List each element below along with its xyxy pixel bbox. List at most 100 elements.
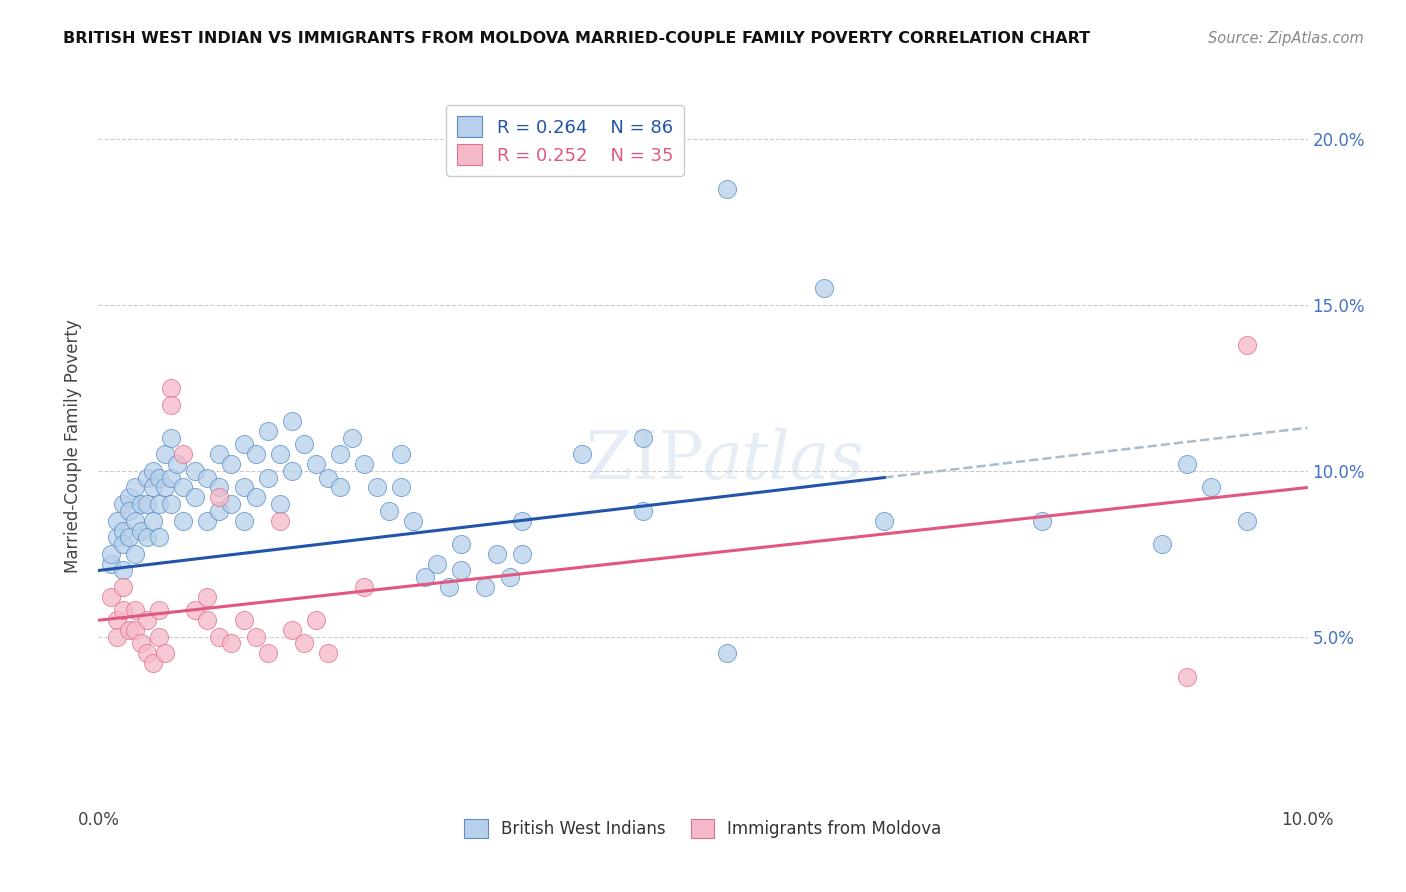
Point — [353, 457, 375, 471]
Point — [474, 580, 496, 594]
Point — [389, 481, 412, 495]
Point — [316, 470, 339, 484]
Point — [221, 497, 243, 511]
Point — [142, 481, 165, 495]
Point — [160, 470, 183, 484]
Point — [269, 514, 291, 528]
Point — [305, 613, 328, 627]
Point — [221, 457, 243, 471]
Point — [124, 603, 146, 617]
Point — [1236, 514, 1258, 528]
Point — [510, 547, 533, 561]
Point — [1175, 457, 1198, 471]
Point — [342, 431, 364, 445]
Point — [111, 580, 134, 594]
Point — [813, 281, 835, 295]
Point — [256, 424, 278, 438]
Point — [135, 647, 157, 661]
Point — [631, 504, 654, 518]
Point — [142, 464, 165, 478]
Point — [281, 624, 304, 638]
Point — [135, 470, 157, 484]
Point — [716, 182, 738, 196]
Point — [208, 481, 231, 495]
Point — [153, 447, 176, 461]
Point — [208, 447, 231, 461]
Point — [450, 537, 472, 551]
Point — [172, 481, 194, 495]
Point — [111, 524, 134, 538]
Point — [129, 497, 152, 511]
Text: ZIP: ZIP — [586, 427, 703, 493]
Point — [105, 514, 128, 528]
Point — [100, 547, 122, 561]
Text: Source: ZipAtlas.com: Source: ZipAtlas.com — [1208, 31, 1364, 46]
Point — [160, 397, 183, 411]
Point — [329, 447, 352, 461]
Point — [195, 613, 218, 627]
Point — [292, 437, 315, 451]
Point — [232, 437, 254, 451]
Point — [510, 514, 533, 528]
Point — [105, 530, 128, 544]
Point — [148, 470, 170, 484]
Point — [631, 431, 654, 445]
Point — [1199, 481, 1222, 495]
Point — [184, 464, 207, 478]
Point — [148, 630, 170, 644]
Point — [100, 590, 122, 604]
Point — [377, 504, 399, 518]
Point — [232, 514, 254, 528]
Point — [142, 514, 165, 528]
Point — [256, 647, 278, 661]
Point — [172, 514, 194, 528]
Point — [118, 504, 141, 518]
Point — [413, 570, 436, 584]
Point — [256, 470, 278, 484]
Point — [111, 564, 134, 578]
Point — [498, 570, 520, 584]
Point — [873, 514, 896, 528]
Point — [1152, 537, 1174, 551]
Point — [148, 603, 170, 617]
Text: atlas: atlas — [703, 427, 865, 493]
Point — [195, 590, 218, 604]
Point — [129, 636, 152, 650]
Point — [148, 530, 170, 544]
Point — [329, 481, 352, 495]
Point — [245, 447, 267, 461]
Point — [208, 491, 231, 505]
Point — [124, 547, 146, 561]
Point — [118, 491, 141, 505]
Point — [100, 557, 122, 571]
Point — [571, 447, 593, 461]
Point — [153, 481, 176, 495]
Point — [316, 647, 339, 661]
Point — [195, 514, 218, 528]
Point — [208, 504, 231, 518]
Point — [111, 497, 134, 511]
Point — [124, 481, 146, 495]
Point — [124, 624, 146, 638]
Point — [281, 464, 304, 478]
Point — [486, 547, 509, 561]
Point — [353, 580, 375, 594]
Point — [1031, 514, 1053, 528]
Point — [135, 613, 157, 627]
Point — [232, 613, 254, 627]
Point — [716, 647, 738, 661]
Point — [160, 497, 183, 511]
Point — [166, 457, 188, 471]
Point — [148, 497, 170, 511]
Point — [305, 457, 328, 471]
Point — [135, 530, 157, 544]
Point — [124, 514, 146, 528]
Point — [450, 564, 472, 578]
Y-axis label: Married-Couple Family Poverty: Married-Couple Family Poverty — [65, 319, 83, 573]
Point — [366, 481, 388, 495]
Point — [269, 497, 291, 511]
Point — [221, 636, 243, 650]
Point — [437, 580, 460, 594]
Point — [111, 603, 134, 617]
Point — [142, 657, 165, 671]
